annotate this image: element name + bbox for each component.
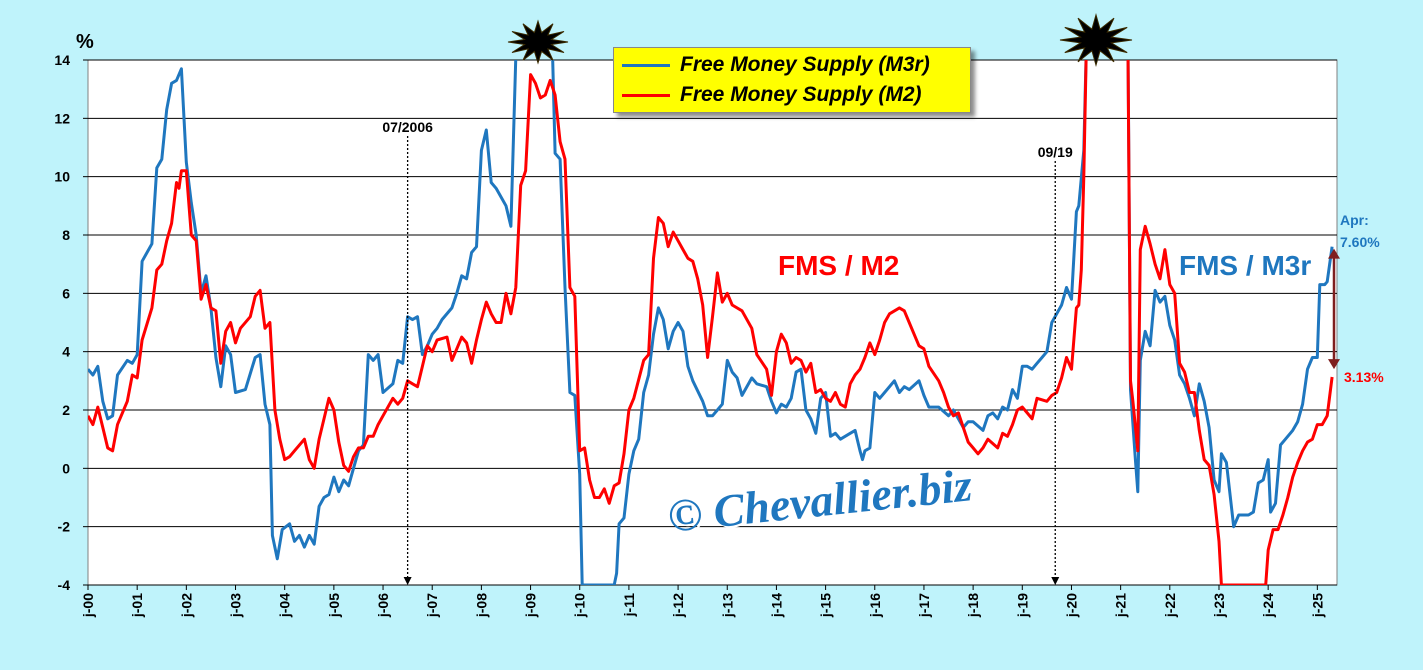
x-tick-label: j-18 bbox=[965, 593, 981, 618]
series-group bbox=[88, 60, 1334, 585]
burst-2009-icon bbox=[507, 19, 569, 65]
x-tick-label: j-08 bbox=[473, 593, 489, 618]
legend-label-m3r: Free Money Supply (M3r) bbox=[680, 53, 930, 76]
latest-m3r-annotation: Apr: 7.60% bbox=[1340, 209, 1380, 253]
x-tick-label: j-19 bbox=[1014, 593, 1030, 618]
legend-swatch-m2 bbox=[622, 93, 670, 97]
burst-2020-icon bbox=[1059, 12, 1133, 68]
x-tick-label: j-02 bbox=[178, 593, 194, 618]
latest-m3r-value: 7.60% bbox=[1340, 234, 1380, 250]
x-tick-label: j-10 bbox=[572, 593, 588, 618]
y-tick-label: 0 bbox=[62, 460, 70, 476]
x-tick-label: j-17 bbox=[916, 593, 932, 618]
x-tick-label: j-16 bbox=[867, 593, 883, 618]
y-tick-label: 12 bbox=[54, 110, 70, 126]
x-tick-label: j-24 bbox=[1260, 593, 1276, 618]
y-tick-label: 10 bbox=[54, 169, 70, 185]
x-tick-label: j-09 bbox=[523, 593, 539, 618]
series-label-fms-m2: FMS / M2 bbox=[778, 250, 900, 281]
marker-2006-label: 07/2006 bbox=[382, 119, 433, 135]
x-tick-label: j-01 bbox=[129, 593, 145, 618]
x-tick-label: j-21 bbox=[1113, 593, 1129, 618]
x-tick-label: j-23 bbox=[1211, 593, 1227, 618]
x-tick-label: j-00 bbox=[80, 593, 96, 618]
x-tick-label: j-03 bbox=[228, 593, 244, 618]
y-axis-unit-label: % bbox=[76, 31, 94, 53]
y-tick-label: 6 bbox=[62, 285, 70, 301]
x-tick-label: j-25 bbox=[1309, 593, 1325, 618]
marker-2019-arrow bbox=[1051, 577, 1060, 585]
gap-arrow-up-icon bbox=[1328, 248, 1340, 259]
x-tick-label: j-04 bbox=[277, 593, 293, 618]
y-tick-label: -2 bbox=[58, 519, 71, 535]
marker-2019-label: 09/19 bbox=[1038, 144, 1073, 160]
y-tick-label: 4 bbox=[62, 344, 70, 360]
series-line-m3r bbox=[88, 60, 1334, 585]
legend-swatch-m3r bbox=[622, 63, 670, 67]
x-tick-label: j-05 bbox=[326, 593, 342, 618]
marker-2006-arrow bbox=[403, 577, 412, 585]
x-tick-label: j-07 bbox=[424, 593, 440, 618]
y-tick-label: 8 bbox=[62, 227, 70, 243]
x-tick-label: j-14 bbox=[768, 593, 784, 618]
legend-label-m2: Free Money Supply (M2) bbox=[680, 83, 922, 106]
legend-entry-m2: Free Money Supply (M2) bbox=[622, 81, 922, 109]
y-tick-label: 2 bbox=[62, 402, 70, 418]
gap-arrow-down-icon bbox=[1328, 359, 1340, 370]
latest-m2-value: 3.13% bbox=[1344, 369, 1384, 385]
x-tick-label: j-11 bbox=[621, 593, 637, 618]
x-tick-label: j-12 bbox=[670, 593, 686, 618]
series-label-fms-m3r: FMS / M3r bbox=[1179, 250, 1312, 281]
y-tick-label: 14 bbox=[54, 52, 70, 68]
x-tick-label: j-22 bbox=[1162, 593, 1178, 618]
x-tick-label: j-15 bbox=[818, 593, 834, 618]
y-tick-label: -4 bbox=[58, 577, 71, 593]
legend-entry-m3r: Free Money Supply (M3r) bbox=[622, 51, 930, 79]
latest-month-label: Apr: bbox=[1340, 212, 1369, 228]
x-tick-label: j-06 bbox=[375, 593, 391, 618]
series-line-m2 bbox=[88, 60, 1334, 585]
legend: Free Money Supply (M3r) Free Money Suppl… bbox=[613, 47, 971, 113]
x-tick-label: j-20 bbox=[1063, 593, 1079, 618]
x-tick-label: j-13 bbox=[719, 593, 735, 618]
